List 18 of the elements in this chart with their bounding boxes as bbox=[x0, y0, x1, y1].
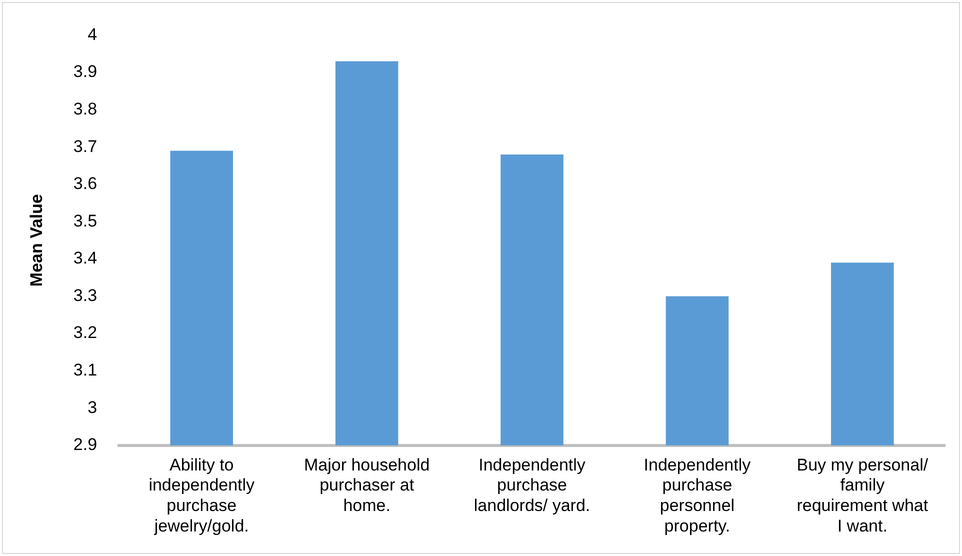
y-tick-label: 3.2 bbox=[73, 323, 98, 342]
y-tick-label: 3.4 bbox=[73, 248, 98, 268]
x-tick-label: Buy my personal/ family requirement what I want. bbox=[796, 455, 928, 536]
y-tick-label: 3.6 bbox=[73, 174, 98, 194]
x-tick-label: Major household purchaser at home. bbox=[304, 455, 430, 516]
y-axis-title: Mean Value bbox=[26, 194, 46, 287]
x-tick-label: Independently purchase landlords/ yard. bbox=[474, 455, 590, 516]
y-tick-label: 3.3 bbox=[73, 286, 98, 305]
y-tick-label: 3.7 bbox=[73, 136, 98, 156]
y-tick-label: 3.9 bbox=[73, 62, 98, 82]
x-tick-label: Ability to independently purchase jewelry/gold. bbox=[148, 455, 256, 536]
y-tick-label: 3.5 bbox=[73, 211, 98, 230]
y-tick-label: 3.8 bbox=[73, 99, 98, 118]
y-tick-label: 4 bbox=[88, 24, 98, 44]
y-tick-label: 2.9 bbox=[73, 435, 98, 454]
y-tick-label: 3.1 bbox=[73, 360, 98, 380]
x-tick-label: Independently purchase personnel property. bbox=[644, 455, 752, 536]
y-tick-label: 3 bbox=[88, 398, 98, 417]
